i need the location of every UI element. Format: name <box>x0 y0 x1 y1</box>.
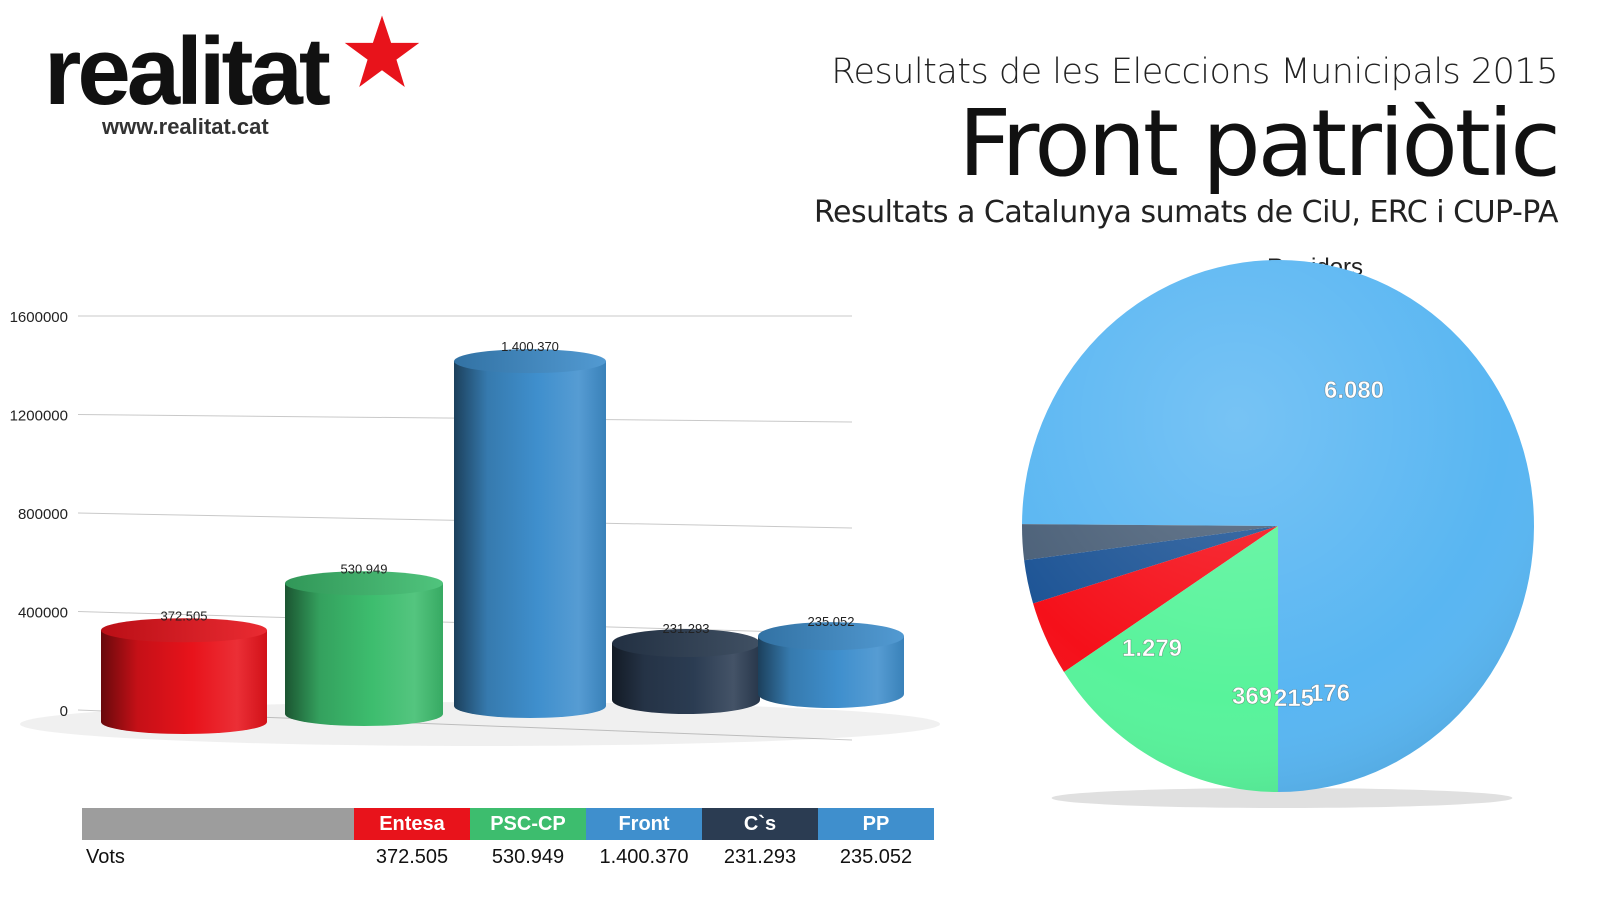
bar <box>454 349 606 718</box>
bar <box>612 629 760 714</box>
votes-header-cell: Front <box>586 808 702 840</box>
votes-table: Entesa PSC-CP Front C`s PP Vots 372.505 … <box>82 808 936 872</box>
pie-slice-label: 369 <box>1232 683 1272 710</box>
bar-data-label: 231.293 <box>663 621 710 636</box>
pie-floor-shadow <box>1051 788 1513 808</box>
bar-top <box>285 571 443 596</box>
pie-highlight <box>1022 260 1534 792</box>
bar-top <box>758 622 904 651</box>
y-tick-label: 800000 <box>18 506 68 523</box>
bar-body <box>285 583 443 726</box>
bar-data-label: 530.949 <box>341 561 388 576</box>
votes-table-corner <box>82 808 354 840</box>
header: Resultats de les Eleccions Municipals 20… <box>738 50 1561 232</box>
votes-value-cell: 231.293 <box>723 846 797 868</box>
bar <box>285 571 443 726</box>
votes-table-row: Vots 372.505 530.949 1.400.370 231.293 2… <box>82 840 936 872</box>
votes-value-cell: 1.400.370 <box>599 846 689 868</box>
bar-chart: 0 400000 800000 1200000 1600000 372.505 530.94… <box>10 309 940 746</box>
bar <box>758 622 904 708</box>
pie-slice-label: 176 <box>1310 680 1350 707</box>
star-icon <box>344 15 420 87</box>
y-tick-label: 400000 <box>18 605 68 622</box>
votes-header-cell: Entesa <box>354 808 470 840</box>
pie-slice-label: 1.279 <box>1122 635 1182 662</box>
votes-value-cell: 372.505 <box>375 846 449 868</box>
votes-value-cell: 235.052 <box>839 846 913 868</box>
bar-top <box>454 349 606 374</box>
votes-header-cell: C`s <box>702 808 818 840</box>
votes-table-header: Entesa PSC-CP Front C`s PP <box>82 808 936 840</box>
header-supertitle: Resultats de les Eleccions Municipals 20… <box>831 52 1558 92</box>
y-tick-label: 1600000 <box>10 309 68 326</box>
logo-wordmark: realitat <box>44 18 331 125</box>
logo: realitat www.realitat.cat <box>44 15 424 142</box>
bar-body <box>612 643 760 714</box>
pie-slice-label: 6.080 <box>1324 377 1384 404</box>
bar-body <box>758 636 904 708</box>
y-tick-label: 1200000 <box>10 408 68 425</box>
bar-data-label: 235.052 <box>808 614 855 629</box>
bar <box>101 618 267 734</box>
page-title: Front patriòtic <box>958 90 1561 197</box>
bar-top <box>612 629 760 658</box>
pie-slice-label: 215 <box>1274 685 1314 712</box>
logo-url: www.realitat.cat <box>102 114 269 139</box>
bar-body <box>101 630 267 734</box>
y-tick-label: 0 <box>60 703 68 720</box>
header-subtitle: Resultats a Catalunya sumats de CiU, ERC… <box>814 195 1559 230</box>
bar-data-label: 1.400.370 <box>501 339 559 354</box>
bar-body <box>454 361 606 718</box>
votes-header-cell: PP <box>818 808 934 840</box>
votes-header-cell: PSC-CP <box>470 808 586 840</box>
votes-row-label: Vots <box>86 846 125 868</box>
bar-top <box>101 618 267 643</box>
votes-value-cell: 530.949 <box>491 846 565 868</box>
bar-data-label: 372.505 <box>161 608 208 623</box>
